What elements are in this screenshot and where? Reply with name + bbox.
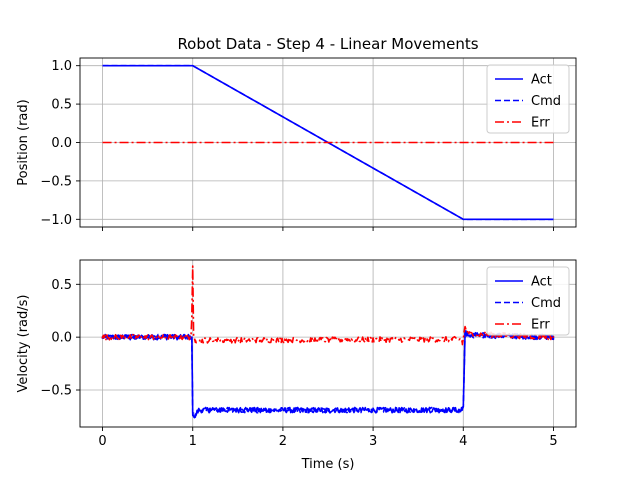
y-tick-label: 0.5 — [51, 278, 72, 293]
axes-frame — [79, 259, 577, 428]
legend-box — [486, 64, 570, 134]
y-axis-label: Velocity (rad/s) — [16, 295, 31, 393]
series-line-err — [101, 265, 555, 346]
subplot-position: 1.0 0.5 0.0 −0.5 −1.0 Position (rad) Act Cmd Err — [16, 57, 577, 231]
series-line-cmd — [101, 329, 555, 419]
y-tick-label: 0.5 — [51, 98, 72, 113]
y-axis-label: Position (rad) — [16, 99, 31, 185]
y-tick-label: −0.5 — [40, 174, 72, 189]
y-tick-label: 1.0 — [51, 59, 72, 74]
legend-label-act: Act — [531, 73, 552, 88]
legend: Act Cmd Err — [486, 266, 570, 336]
legend-label-err: Err — [531, 318, 550, 333]
series-line-act — [101, 330, 555, 419]
x-axis-label: Time (s) — [301, 457, 355, 472]
y-tick-label: 0.0 — [51, 331, 72, 346]
legend: Act Cmd Err — [486, 64, 570, 134]
y-tick-label: −1.0 — [40, 213, 72, 228]
x-tick-label: 5 — [549, 434, 557, 449]
legend-box — [486, 266, 570, 336]
subplot-velocity: 0 1 2 3 4 5 0.5 0.0 −0.5 Velocity (rad/s) Act Cmd Er… — [16, 259, 577, 449]
series-group — [102, 64, 554, 221]
x-tick-label: 1 — [189, 434, 197, 449]
y-tick-label: −0.5 — [40, 384, 72, 399]
legend-label-cmd: Cmd — [531, 94, 561, 109]
y-tick-label: 0.0 — [51, 136, 72, 151]
x-tick-label: 4 — [459, 434, 467, 449]
legend-label-cmd: Cmd — [531, 296, 561, 311]
x-tick-label: 0 — [98, 434, 106, 449]
x-tick-label: 2 — [279, 434, 287, 449]
x-tick-label: 3 — [369, 434, 377, 449]
legend-label-err: Err — [531, 116, 550, 131]
legend-label-act: Act — [531, 275, 552, 290]
series-group — [101, 265, 555, 419]
chart-title: Robot Data - Step 4 - Linear Movements — [177, 35, 478, 53]
